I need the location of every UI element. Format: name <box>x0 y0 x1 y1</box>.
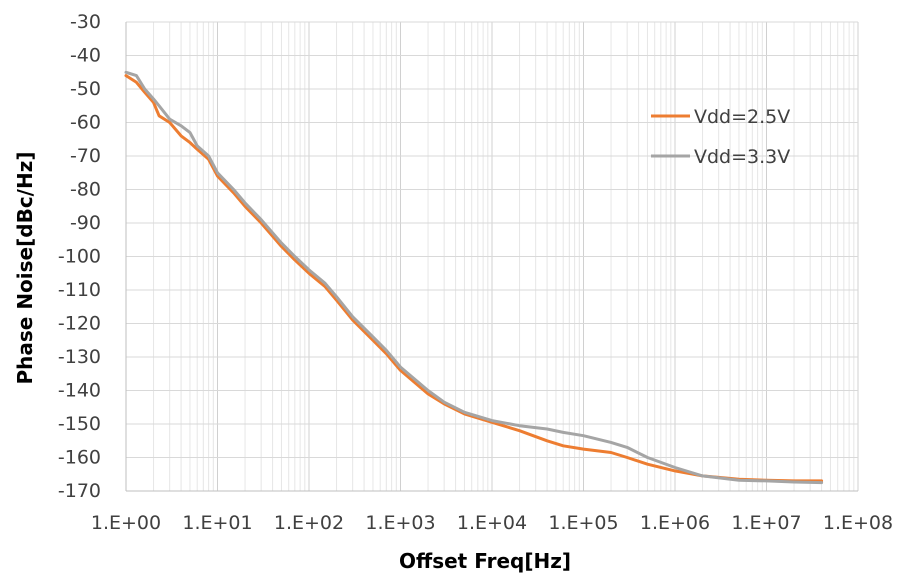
x-tick-label: 1.E+05 <box>548 512 618 534</box>
x-tick-label: 1.E+07 <box>731 512 801 534</box>
x-tick-label: 1.E+04 <box>457 512 527 534</box>
series-line-1 <box>124 74 824 483</box>
y-tick-label: -170 <box>58 480 101 502</box>
y-tick-label: -80 <box>70 179 101 201</box>
grid <box>125 21 859 492</box>
x-tick-labels: 1.E+00 1.E+01 1.E+02 1.E+03 1.E+04 1.E+05 1.E+… <box>91 512 893 534</box>
x-tick-label: 1.E+06 <box>640 512 710 534</box>
y-tick-labels: -30 -40 -50 -60 -70 -80 -90 -100 -110 -120 -130 -14… <box>58 11 101 502</box>
y-tick-label: -70 <box>70 145 101 167</box>
y-tick-label: -90 <box>70 212 101 234</box>
y-tick-label: -50 <box>70 78 101 100</box>
x-tick-label: 1.E+08 <box>823 512 893 534</box>
y-tick-label: -140 <box>58 380 101 402</box>
y-tick-label: -40 <box>70 45 101 67</box>
series-lines <box>124 70 824 485</box>
axes <box>125 22 858 492</box>
x-tick-label: 1.E+00 <box>91 512 161 534</box>
y-tick-label: -100 <box>58 246 101 268</box>
x-tick-label: 1.E+01 <box>182 512 252 534</box>
x-axis-title: Offset Freq[Hz] <box>399 549 571 573</box>
legend-label-1: Vdd=2.5V <box>694 106 790 128</box>
y-tick-label: -30 <box>70 11 101 33</box>
y-tick-label: -110 <box>58 279 101 301</box>
y-tick-label: -130 <box>58 346 101 368</box>
series-line-2 <box>124 70 824 485</box>
legend: Vdd=2.5V Vdd=3.3V <box>651 106 790 168</box>
y-tick-label: -150 <box>58 413 101 435</box>
y-tick-label: -160 <box>58 447 101 469</box>
x-tick-label: 1.E+03 <box>365 512 435 534</box>
legend-label-2: Vdd=3.3V <box>694 146 790 168</box>
y-tick-label: -120 <box>58 313 101 335</box>
x-tick-label: 1.E+02 <box>274 512 344 534</box>
y-tick-label: -60 <box>70 112 101 134</box>
y-axis-title: Phase Noise[dBc/Hz] <box>13 151 37 384</box>
